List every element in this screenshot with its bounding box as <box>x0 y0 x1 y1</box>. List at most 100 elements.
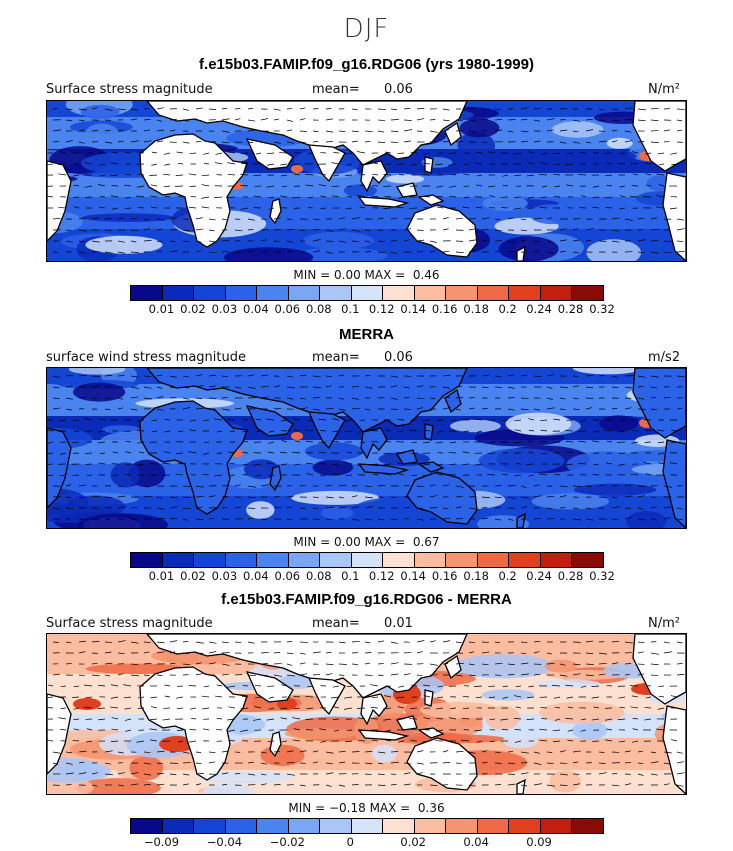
colorbar-tick-label: −0.02 <box>269 835 305 849</box>
wind-vector <box>117 375 125 377</box>
wind-vector <box>397 185 405 188</box>
wind-vector <box>268 207 275 210</box>
continent-outline <box>360 693 388 726</box>
wind-vector <box>156 651 165 654</box>
wind-vector <box>546 129 555 132</box>
wind-vector <box>52 751 61 754</box>
wind-vector <box>554 185 561 188</box>
wind-vector <box>268 430 275 433</box>
wind-vector <box>572 507 580 510</box>
wind-vector <box>307 196 314 199</box>
wind-vector <box>676 784 684 787</box>
wind-vector <box>358 430 366 433</box>
wind-vector <box>208 240 217 243</box>
wind-vector <box>450 419 457 422</box>
wind-vector <box>390 251 397 254</box>
wind-vector <box>182 119 189 122</box>
continent-outline <box>406 737 478 791</box>
colorbar-swatch <box>414 553 447 567</box>
wind-vector <box>632 173 639 176</box>
wind-vector <box>494 641 501 644</box>
wind-vector <box>357 195 366 198</box>
wind-vector <box>585 375 593 377</box>
wind-vector <box>559 784 568 786</box>
wind-vector <box>533 495 542 498</box>
wind-vector <box>260 250 268 253</box>
wind-vector <box>84 185 93 188</box>
wind-vector <box>411 463 418 465</box>
wind-vector <box>65 496 72 499</box>
wind-vector <box>611 640 620 643</box>
wind-vector <box>436 717 444 720</box>
wind-vector <box>585 674 594 677</box>
wind-vector <box>502 185 509 187</box>
wind-vector <box>539 729 548 731</box>
wind-vector <box>305 429 314 432</box>
wind-vector <box>520 652 527 655</box>
wind-vector <box>572 663 581 666</box>
wind-vector <box>655 206 665 209</box>
wind-vector <box>435 473 444 476</box>
wind-vector <box>312 218 320 221</box>
wind-vector <box>546 217 553 220</box>
wind-vector <box>429 119 436 121</box>
wind-vector <box>416 407 423 410</box>
wind-vector <box>494 250 501 253</box>
wind-vector <box>214 418 223 421</box>
wind-vector <box>527 196 535 199</box>
colorbar-swatch <box>194 286 226 300</box>
wind-vector <box>338 761 346 764</box>
wind-vector <box>423 695 431 698</box>
wind-vector <box>411 441 418 443</box>
panel-3-max-label: MAX = <box>369 801 411 815</box>
wind-vector <box>468 407 475 410</box>
wind-vector <box>670 739 678 742</box>
wind-vector <box>565 163 574 166</box>
wind-vector <box>429 484 436 487</box>
wind-vector <box>645 152 652 155</box>
wind-vector <box>268 474 275 477</box>
wind-vector <box>533 484 540 487</box>
wind-vector <box>559 228 567 231</box>
wind-vector <box>580 718 587 721</box>
wind-vector <box>177 462 184 465</box>
wind-vector <box>578 440 587 443</box>
wind-vector <box>151 163 158 166</box>
wind-vector <box>281 684 288 687</box>
wind-vector <box>637 651 644 654</box>
wind-vector <box>593 430 600 433</box>
wind-vector <box>357 717 366 720</box>
wind-vector <box>403 408 412 410</box>
wind-vector <box>611 217 620 220</box>
wind-vector <box>449 463 457 466</box>
wind-vector <box>319 728 327 731</box>
wind-vector <box>234 641 242 643</box>
wind-vector <box>195 662 202 665</box>
wind-vector <box>169 118 177 121</box>
wind-vector <box>240 729 249 732</box>
wind-vector <box>98 430 106 433</box>
wind-vector <box>585 118 594 121</box>
panel-3-map-svg <box>47 634 686 794</box>
wind-vector <box>130 518 137 521</box>
wind-vector <box>671 441 678 443</box>
wind-vector <box>325 651 332 654</box>
wind-vector <box>663 517 671 520</box>
wind-vector <box>645 184 652 187</box>
wind-vector <box>91 397 98 400</box>
wind-vector <box>502 685 509 687</box>
wind-vector <box>494 751 501 754</box>
wind-vector <box>124 473 132 476</box>
wind-vector <box>47 441 54 444</box>
colorbar-tick-label: 0.09 <box>526 835 552 849</box>
wind-vector <box>227 173 236 176</box>
wind-vector <box>390 397 398 400</box>
wind-vector <box>266 462 275 465</box>
wind-vector <box>403 140 412 143</box>
wind-vector <box>670 196 678 198</box>
wind-vector <box>507 663 515 666</box>
wind-vector <box>332 685 340 688</box>
wind-vector <box>130 375 139 378</box>
wind-vector <box>611 506 621 509</box>
wind-vector <box>528 685 535 688</box>
